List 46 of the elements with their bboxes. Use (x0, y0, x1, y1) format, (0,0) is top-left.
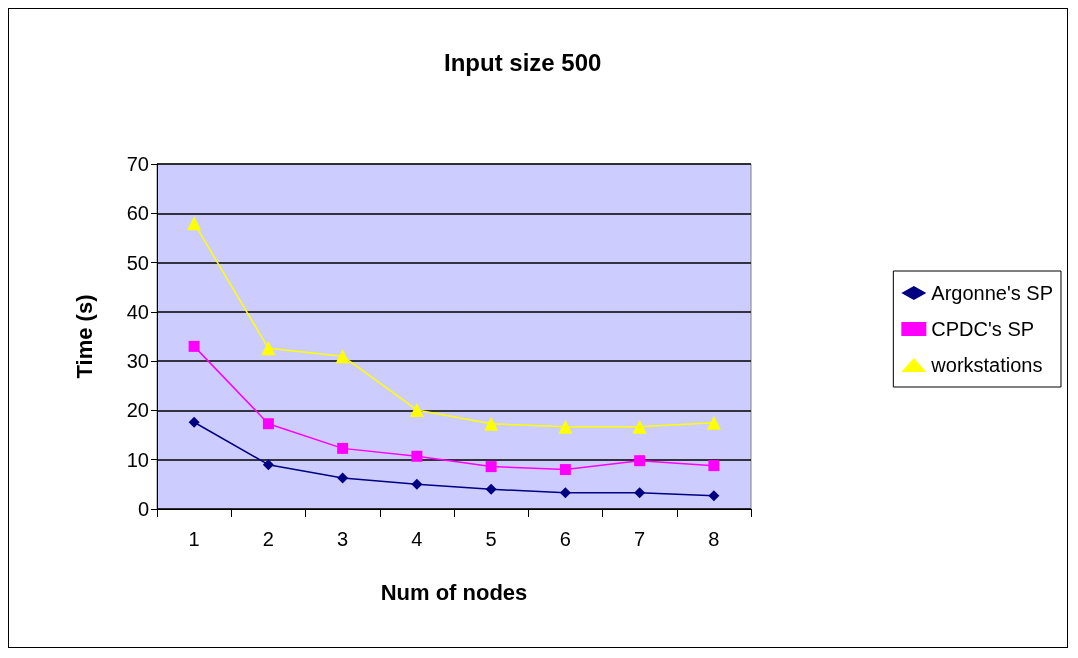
y-tick-label: 50 (126, 251, 149, 274)
legend-label: Argonne's SP (931, 282, 1053, 304)
y-tick-label: 30 (126, 350, 149, 373)
point (411, 478, 423, 490)
y-tick-label: 60 (126, 202, 149, 225)
point (485, 483, 497, 495)
x-tick-label: 2 (262, 528, 274, 550)
point (632, 419, 647, 434)
point (484, 416, 499, 431)
point (187, 216, 202, 231)
legend-label: workstations (930, 354, 1043, 376)
x-tick-label: 7 (634, 528, 646, 550)
y-tick-label: 70 (126, 153, 149, 175)
y-tick-label: 0 (137, 498, 149, 520)
point (188, 340, 200, 352)
x-tick-label: 5 (485, 528, 497, 550)
x-tick-label: 6 (559, 528, 571, 550)
point (188, 416, 200, 428)
point (708, 490, 720, 502)
point (485, 461, 497, 473)
point (708, 460, 720, 472)
point (409, 402, 424, 417)
x-tick-label: 3 (337, 528, 349, 550)
y-tick-label: 40 (126, 300, 149, 323)
y-tick-label: 10 (126, 448, 149, 471)
point (411, 450, 423, 462)
legend-label: CPDC's SP (931, 318, 1035, 340)
point (262, 418, 274, 430)
chart-title: Input size 500 (444, 48, 602, 76)
y-axis-title: Time (s) (71, 294, 97, 379)
point (262, 459, 274, 471)
point (559, 464, 571, 476)
point (558, 419, 573, 434)
point (337, 472, 349, 484)
y-tick-label: 20 (126, 399, 149, 422)
point (634, 487, 646, 499)
point (337, 442, 349, 454)
point (634, 455, 646, 467)
x-tick-label: 8 (708, 528, 720, 550)
x-axis-title: Num of nodes (380, 579, 528, 605)
point (261, 341, 276, 356)
point (706, 415, 721, 430)
x-tick-label: 1 (188, 528, 200, 550)
point (335, 349, 350, 364)
point (559, 487, 571, 499)
x-tick-label: 4 (411, 528, 423, 550)
